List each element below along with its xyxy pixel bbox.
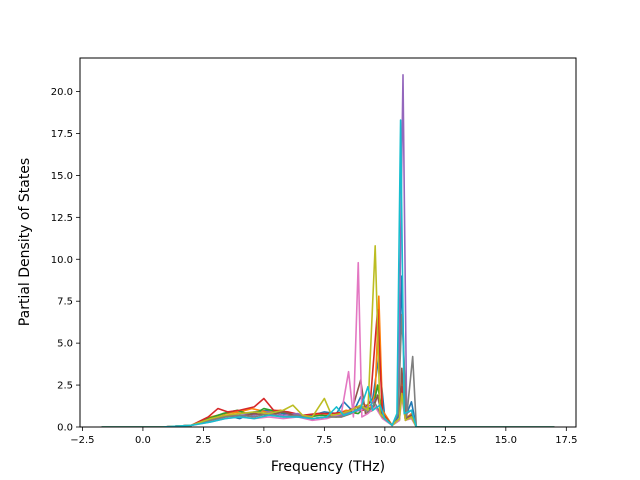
y-tick-label: 15.0 — [51, 171, 73, 182]
y-tick-label: 5.0 — [57, 339, 73, 350]
x-tick-label: 7.5 — [316, 435, 332, 446]
x-tick-label: 15.0 — [495, 435, 517, 446]
x-tick-label: 5.0 — [256, 435, 272, 446]
x-tick-label: −2.5 — [70, 435, 94, 446]
y-tick-label: 10.0 — [51, 255, 73, 266]
y-tick-label: 7.5 — [57, 297, 73, 308]
x-tick-label: 17.5 — [555, 435, 577, 446]
x-tick-label: 0.0 — [135, 435, 151, 446]
y-axis-label: Partial Density of States — [17, 158, 33, 326]
x-tick-label: 10.0 — [374, 435, 396, 446]
series-line-8 — [101, 313, 555, 427]
y-tick-label: 2.5 — [57, 381, 73, 392]
series-line-9 — [101, 245, 555, 427]
series-layer — [101, 73, 555, 427]
series-line-10 — [101, 119, 555, 427]
x-tick-label: 12.5 — [434, 435, 456, 446]
x-tick-label: 2.5 — [195, 435, 211, 446]
y-axis: 0.0 2.5 5.0 7.5 10.0 12.5 15.0 17.5 20.0 — [51, 87, 80, 434]
x-axis: −2.5 0.0 2.5 5.0 7.5 10.0 12.5 15.0 17.5 — [70, 427, 577, 446]
y-tick-label: 17.5 — [51, 129, 73, 140]
plot-frame — [79, 57, 577, 428]
x-axis-label: Frequency (THz) — [271, 459, 385, 475]
y-tick-label: 20.0 — [51, 87, 73, 98]
y-tick-label: 12.5 — [51, 213, 73, 224]
y-tick-label: 0.0 — [57, 423, 73, 434]
